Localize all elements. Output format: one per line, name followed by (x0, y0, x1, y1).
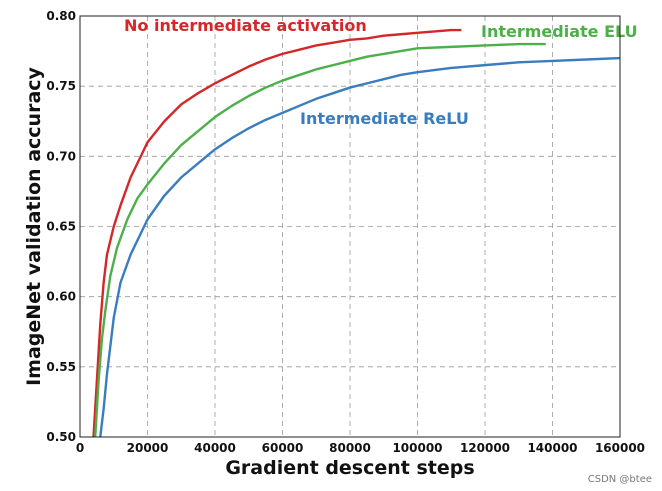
y-tick-label: 0.70 (46, 149, 76, 163)
y-tick-label: 0.75 (46, 79, 76, 93)
x-axis-title: Gradient descent steps (225, 457, 474, 479)
series-labels: No intermediate activation Intermediate E… (124, 16, 638, 128)
grid-lines (79, 15, 621, 438)
x-tick-label: 20000 (127, 441, 169, 455)
x-tick-label: 120000 (460, 441, 510, 455)
x-tick-label: 60000 (262, 441, 304, 455)
y-tick-labels: 0.50 0.55 0.60 0.65 0.70 0.75 0.80 (46, 9, 76, 444)
y-tick-label: 0.80 (46, 9, 76, 23)
series-label-no-intermediate-activation: No intermediate activation (124, 16, 367, 35)
y-tick-label: 0.65 (46, 220, 76, 234)
x-tick-label: 160000 (595, 441, 645, 455)
series-line-intermediate-relu (99, 56, 621, 438)
y-axis-title: ImageNet validation accuracy (23, 66, 45, 385)
y-tick-label: 0.60 (46, 290, 76, 304)
series-label-intermediate-elu: Intermediate ELU (481, 22, 638, 41)
y-tick-label: 0.55 (46, 360, 76, 374)
y-tick-label: 0.50 (46, 430, 76, 444)
x-tick-label: 100000 (392, 441, 442, 455)
x-tick-labels: 0 20000 40000 60000 80000 100000 120000 140000 1… (76, 441, 645, 455)
series-label-intermediate-relu: Intermediate ReLU (300, 109, 469, 128)
plot-frame (79, 15, 621, 438)
x-tick-label: 140000 (527, 441, 577, 455)
watermark: CSDN @btee (588, 474, 652, 485)
series-lines (92, 28, 621, 438)
x-tick-label: 40000 (194, 441, 236, 455)
series-line-no-intermediate-activation (92, 28, 462, 438)
x-tick-label: 80000 (329, 441, 371, 455)
series-line-intermediate-elu (93, 42, 546, 438)
x-tick-label: 0 (76, 441, 84, 455)
